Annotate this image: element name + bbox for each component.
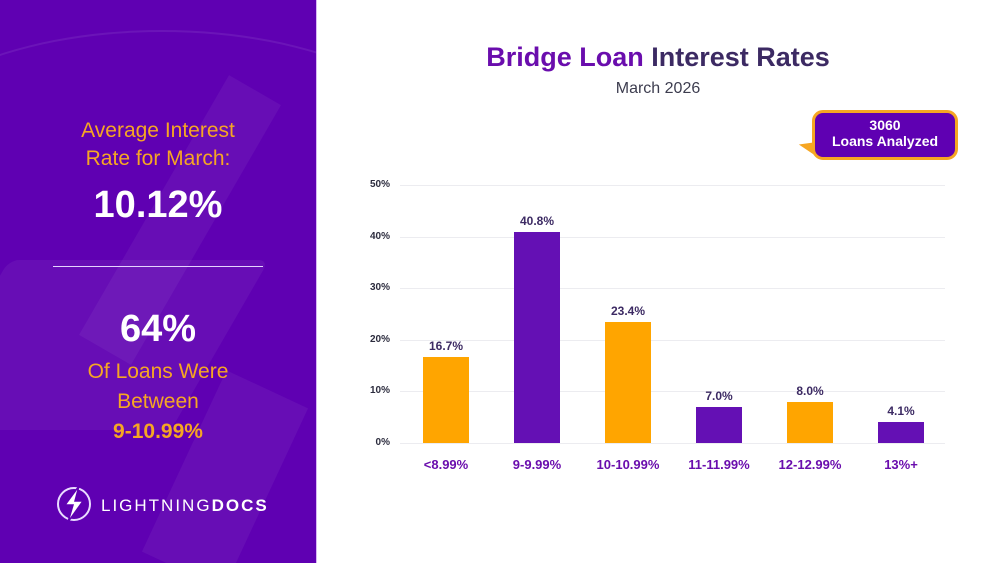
y-axis-tick: 40% bbox=[369, 230, 390, 242]
x-axis-tick: <8.99% bbox=[423, 457, 469, 472]
title-rest: Interest Rates bbox=[643, 42, 830, 72]
bar-value-label: 4.1% bbox=[887, 403, 915, 418]
logo-text: LIGHTNINGDOCS bbox=[101, 496, 269, 516]
share-value: 64% bbox=[119, 308, 197, 350]
loan-count: 3060 bbox=[869, 117, 901, 133]
y-axis-tick: 10% bbox=[369, 385, 390, 397]
gridline bbox=[400, 339, 945, 341]
bar-0 bbox=[423, 356, 469, 443]
bar-value-label: 7.0% bbox=[705, 388, 733, 403]
left-summary-panel: Average Interest Rate for March: 10.12% … bbox=[0, 0, 317, 563]
loans-analyzed-callout: 3060 Loans Analyzed bbox=[812, 110, 958, 160]
lightning-bolt-icon bbox=[55, 483, 93, 530]
decorative-arc bbox=[0, 30, 316, 294]
logo-text-bold: DOCS bbox=[211, 496, 269, 515]
bar-4 bbox=[787, 401, 833, 443]
x-axis-tick: 12-12.99% bbox=[778, 457, 842, 472]
y-axis-tick: 20% bbox=[369, 333, 390, 345]
bar-value-label: 16.7% bbox=[428, 338, 464, 353]
x-axis-tick: 11-11.99% bbox=[688, 457, 750, 472]
lightningdocs-logo: LIGHTNINGDOCS bbox=[55, 485, 269, 527]
y-axis-tick: 50% bbox=[369, 179, 390, 190]
x-axis-tick: 13%+ bbox=[884, 457, 918, 472]
bar-3 bbox=[696, 406, 742, 443]
share-range: 9-10.99% bbox=[113, 420, 203, 443]
bar-5 bbox=[878, 421, 924, 443]
chart-subtitle: March 2026 bbox=[615, 80, 701, 97]
gridline bbox=[400, 185, 945, 186]
gridline bbox=[400, 391, 945, 393]
chart-title: Bridge Loan Interest Rates bbox=[316, 42, 1000, 73]
bar-2 bbox=[605, 322, 651, 443]
bar-value-label: 40.8% bbox=[519, 214, 555, 229]
title-accent: Bridge Loan bbox=[486, 42, 644, 72]
gridline bbox=[400, 236, 945, 238]
bar-value-label: 8.0% bbox=[796, 383, 824, 398]
bar-chart: 0% 10% 20% 30% 40% 50% 16.7% <8.99% 40.8% 9-9.99%… bbox=[360, 175, 960, 495]
share-label-line1: Of Loans Were bbox=[87, 360, 229, 383]
gridline bbox=[400, 443, 945, 444]
avg-rate-label-line1: Average Interest bbox=[81, 119, 235, 142]
bar-value-label: 23.4% bbox=[610, 304, 646, 319]
x-axis-tick: 9-9.99% bbox=[512, 457, 562, 472]
y-axis-tick: 0% bbox=[375, 437, 390, 448]
logo-text-light: LIGHTNING bbox=[101, 496, 212, 515]
x-axis-tick: 10-10.99% bbox=[596, 457, 660, 472]
loan-count-label: Loans Analyzed bbox=[831, 133, 939, 149]
divider bbox=[53, 266, 263, 267]
avg-rate-label-line2: Rate for March: bbox=[85, 147, 231, 170]
y-axis-tick: 30% bbox=[369, 282, 390, 294]
share-label-line2: Between bbox=[117, 390, 199, 413]
gridline bbox=[400, 288, 945, 290]
avg-rate-value: 10.12% bbox=[93, 184, 223, 226]
bar-1 bbox=[514, 232, 560, 443]
